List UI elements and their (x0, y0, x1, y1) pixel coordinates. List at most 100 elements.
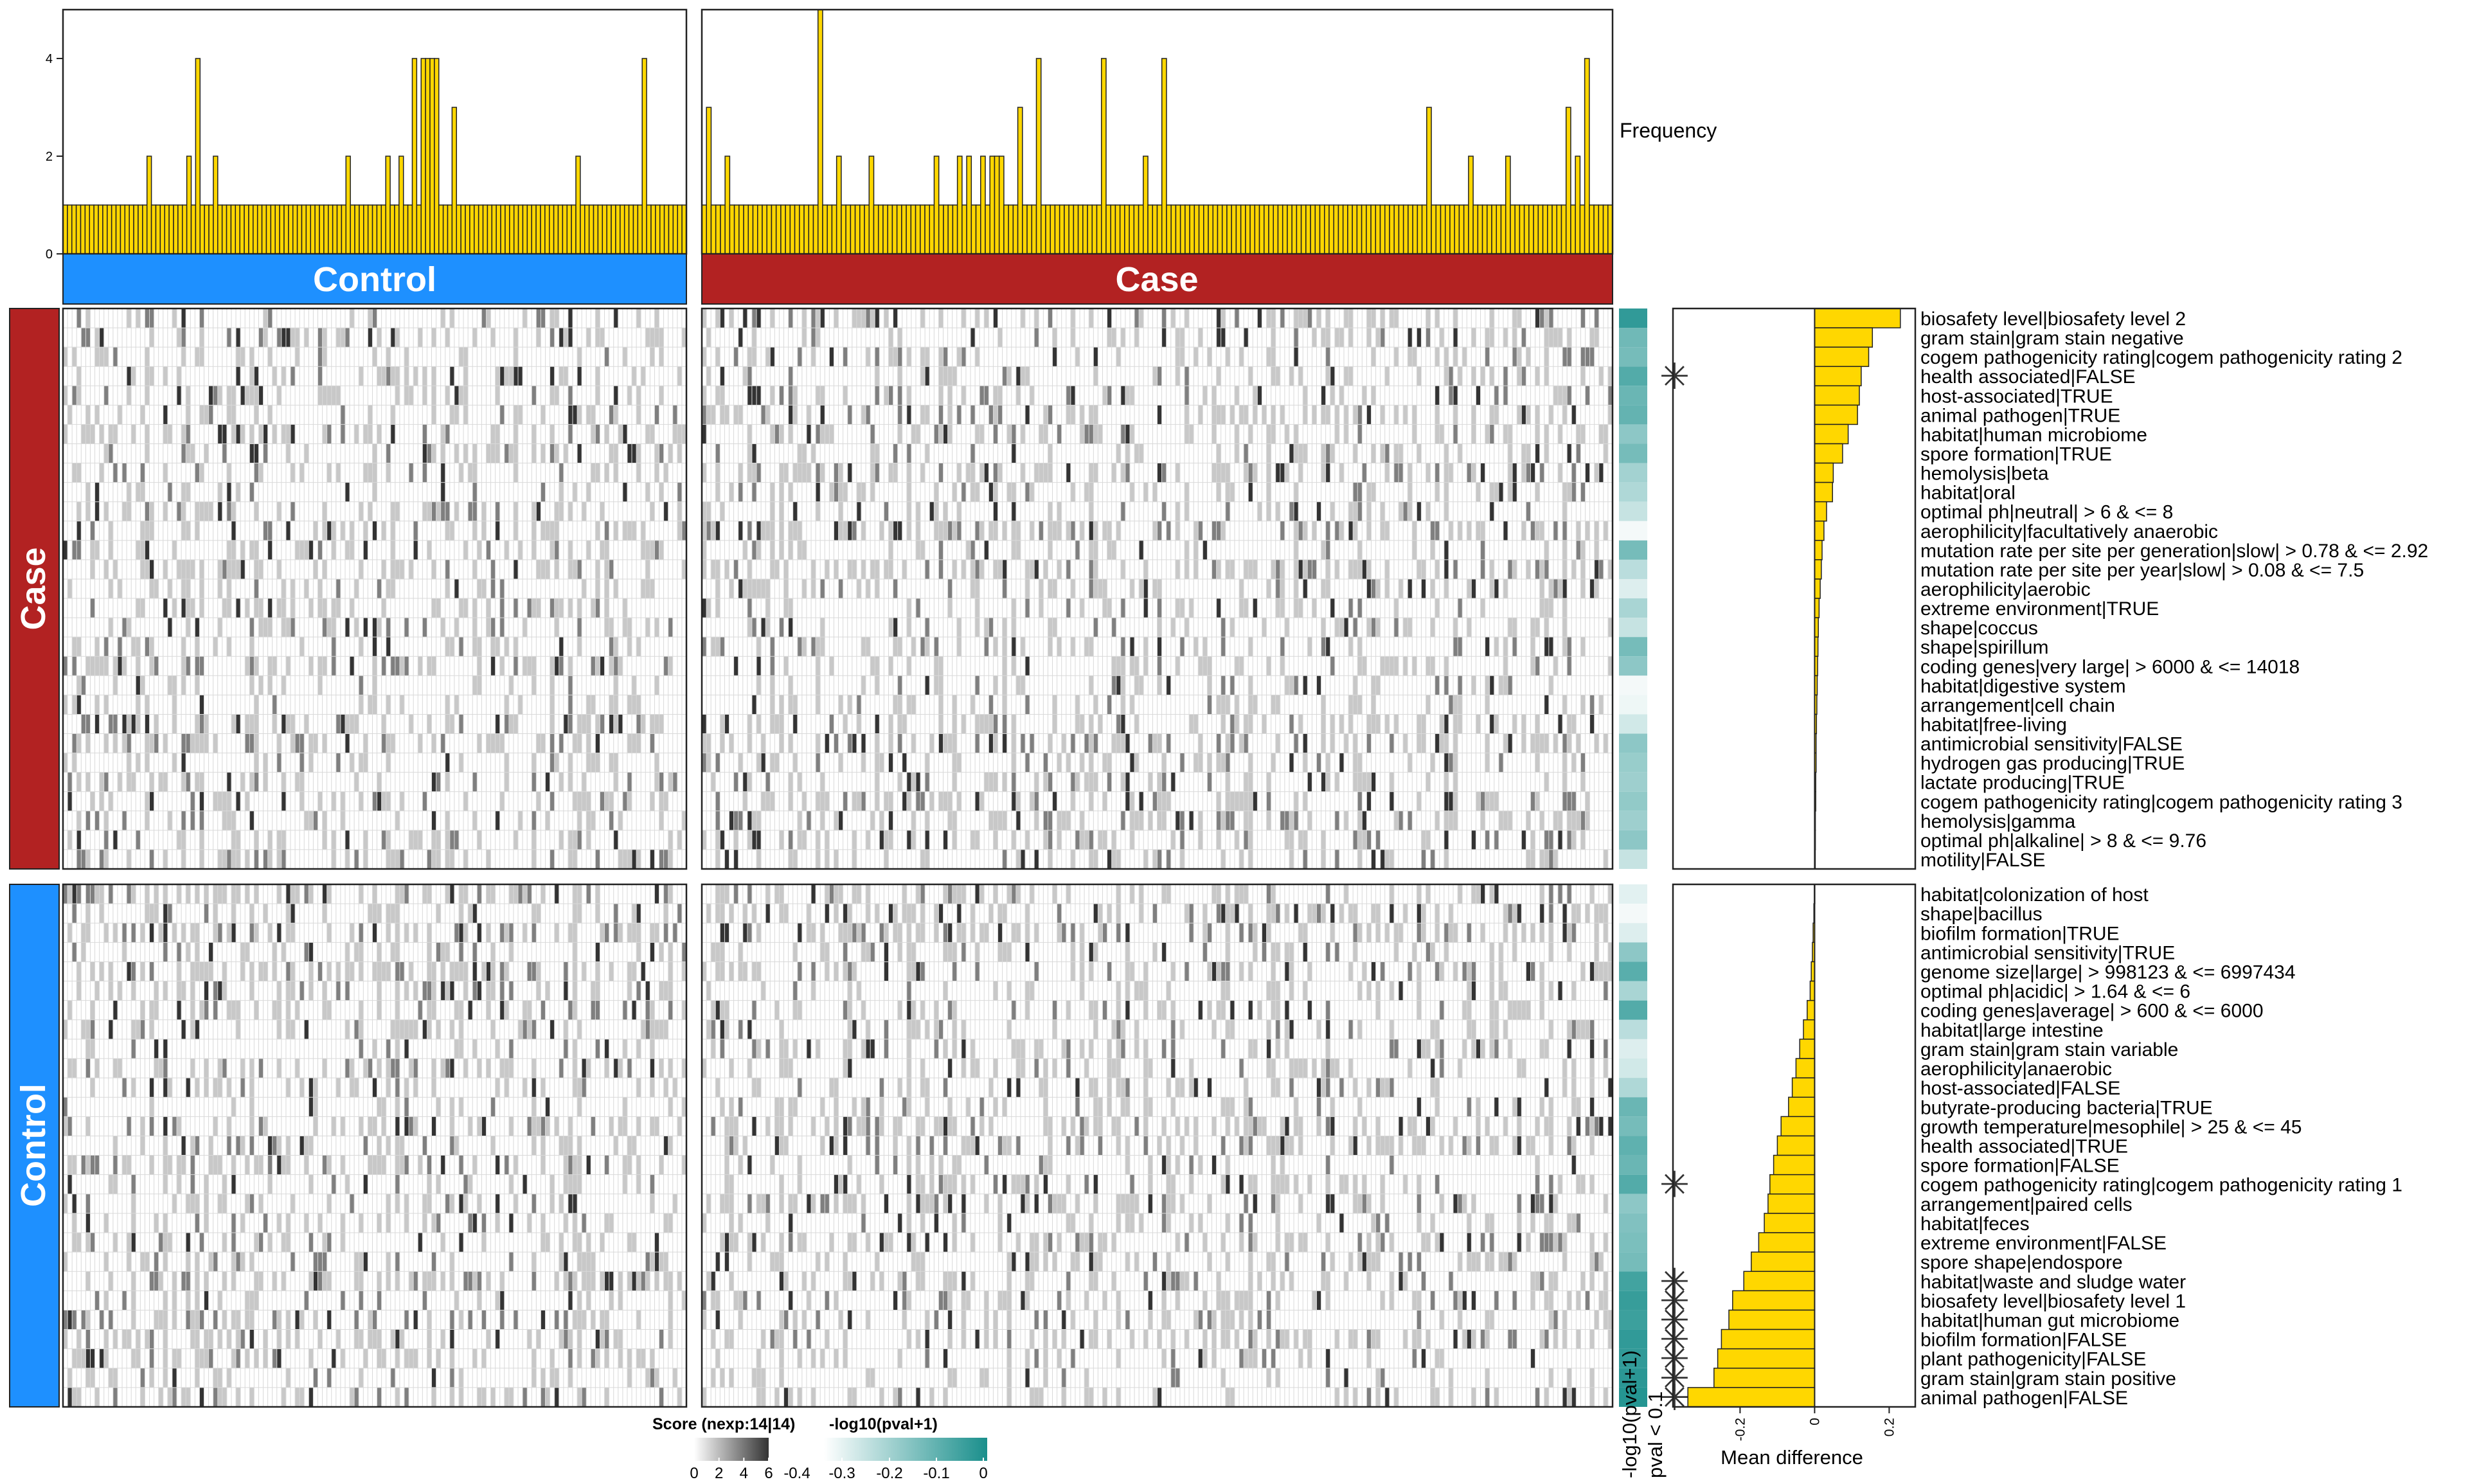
frequency-bar (1529, 205, 1534, 254)
heatmap-cell (829, 656, 834, 675)
heatmap-cell (609, 1291, 614, 1310)
heatmap-cell (1385, 850, 1390, 869)
heatmap-cell (222, 1310, 227, 1329)
heatmap-cell (614, 579, 618, 598)
heatmap-cell (441, 443, 445, 463)
heatmap-cell (231, 1001, 236, 1020)
heatmap-cell (1093, 850, 1098, 869)
heatmap-cell (1025, 830, 1030, 850)
heatmap-cell (67, 1368, 72, 1388)
heatmap-cell (677, 904, 682, 923)
heatmap-cell (195, 1213, 199, 1233)
heatmap-cell (427, 502, 431, 521)
heatmap-cell (1212, 560, 1217, 579)
heatmap-cell (770, 560, 774, 579)
heatmap-cell (1444, 714, 1449, 733)
heatmap-cell (729, 734, 734, 753)
heatmap-cell (427, 656, 431, 675)
heatmap-cell (1048, 405, 1052, 424)
frequency-bar (1515, 205, 1519, 254)
heatmap-cell (1025, 656, 1030, 675)
heatmap-cell (532, 443, 536, 463)
heatmap-cell (181, 1388, 186, 1407)
heatmap-cell (1562, 618, 1567, 637)
heatmap-cell (341, 405, 345, 424)
heatmap-cell (1116, 656, 1121, 675)
heatmap-cell (273, 656, 277, 675)
heatmap-cell (715, 308, 720, 328)
heatmap-cell (1521, 714, 1526, 733)
heatmap-cell (875, 773, 879, 792)
heatmap-cell (341, 521, 345, 541)
heatmap-cell (195, 1020, 199, 1039)
heatmap-cell (308, 884, 313, 904)
heatmap-cell (1189, 598, 1194, 618)
heatmap-cell (391, 734, 395, 753)
heatmap-cell (441, 1330, 445, 1349)
heatmap-cell (1321, 734, 1326, 753)
heatmap-cell (514, 366, 518, 386)
heatmap-cell (811, 308, 816, 328)
heatmap-cell (85, 502, 90, 521)
heatmap-cell (240, 560, 245, 579)
heatmap-cell (413, 1310, 418, 1329)
heatmap-cell (541, 734, 545, 753)
frequency-bar (818, 10, 823, 254)
heatmap-cell (282, 773, 286, 792)
heatmap-cell (1043, 463, 1048, 483)
frequency-bar (386, 156, 390, 254)
heatmap-cell (1271, 347, 1276, 366)
heatmap-cell (163, 1291, 168, 1310)
heatmap-cell (441, 734, 445, 753)
heatmap-cell (240, 347, 245, 366)
heatmap-cell (1217, 521, 1221, 541)
heatmap-cell (395, 1388, 400, 1407)
heatmap-cell (975, 579, 979, 598)
heatmap-cell (95, 1291, 100, 1310)
heatmap-cell (573, 1001, 577, 1020)
heatmap-cell (1185, 618, 1189, 637)
heatmap-cell (313, 734, 317, 753)
heatmap-cell (1344, 734, 1348, 753)
frequency-bar (416, 205, 421, 254)
heatmap-cell (1043, 811, 1048, 830)
heatmap-cell (1226, 463, 1230, 483)
heatmap-cell (1485, 734, 1490, 753)
heatmap-cell (277, 1136, 282, 1155)
heatmap-cell (1285, 424, 1289, 443)
heatmap-cell (245, 714, 249, 733)
heatmap-cell (1408, 347, 1412, 366)
heatmap-cell (1353, 521, 1357, 541)
heatmap-cell (1130, 424, 1134, 443)
heatmap-cell (609, 811, 614, 830)
frequency-bar (1585, 58, 1589, 254)
heatmap-cell (199, 773, 204, 792)
heatmap-cell (650, 579, 654, 598)
heatmap-cell (264, 961, 268, 981)
heatmap-cell (1248, 483, 1253, 502)
heatmap-cell (532, 811, 536, 830)
frequency-bar (408, 205, 413, 254)
heatmap-cell (752, 463, 756, 483)
frequency-bar (156, 205, 160, 254)
heatmap-cell (323, 560, 327, 579)
heatmap-cell (359, 1116, 363, 1136)
heatmap-cell (1357, 830, 1362, 850)
heatmap-cell (1158, 811, 1162, 830)
heatmap-cell (779, 618, 783, 637)
frequency-bar (855, 205, 860, 254)
heatmap-cell (961, 347, 966, 366)
heatmap-cell (240, 1078, 245, 1097)
heatmap-cell (372, 792, 377, 811)
heatmap-cell (559, 483, 564, 502)
heatmap-cell (627, 443, 632, 463)
heatmap-cell (236, 1349, 240, 1368)
heatmap-cell (472, 773, 477, 792)
heatmap-cell (1089, 850, 1093, 869)
heatmap-cell (368, 405, 372, 424)
heatmap-cell (76, 734, 81, 753)
heatmap-cell (258, 1194, 263, 1213)
heatmap-cell (1217, 443, 1221, 463)
heatmap-cell (1276, 695, 1280, 714)
